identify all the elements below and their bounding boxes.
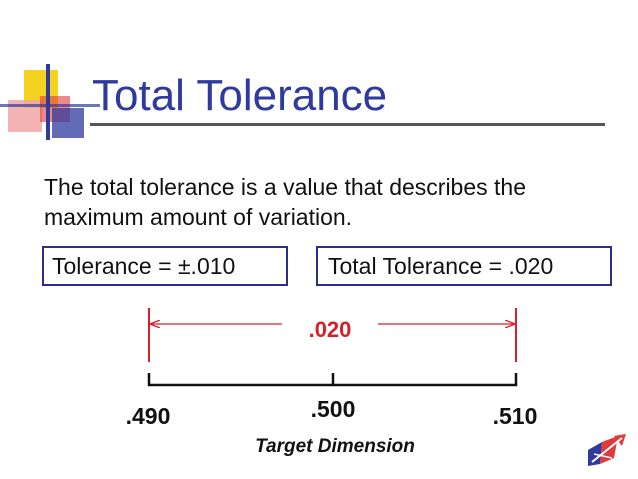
tolerance-dimension-diagram: .020 .490 .500 .510 Target Dimension <box>126 308 538 457</box>
intro-text: The total tolerance is a value that desc… <box>44 174 527 230</box>
slide-title: Total Tolerance <box>92 71 388 120</box>
total-tolerance-box: Total Tolerance = .020 <box>316 246 612 286</box>
title-divider <box>90 123 605 126</box>
mid-label: .500 <box>311 396 356 422</box>
low-label: .490 <box>126 403 171 429</box>
span-label: .020 <box>309 317 352 342</box>
ship-arrow-logo-icon <box>588 434 626 466</box>
high-label: .510 <box>493 403 538 429</box>
axis-caption: Target Dimension <box>255 436 415 457</box>
tolerance-box: Tolerance = ±.010 <box>42 246 288 286</box>
colored-squares-logo-icon <box>0 64 100 140</box>
